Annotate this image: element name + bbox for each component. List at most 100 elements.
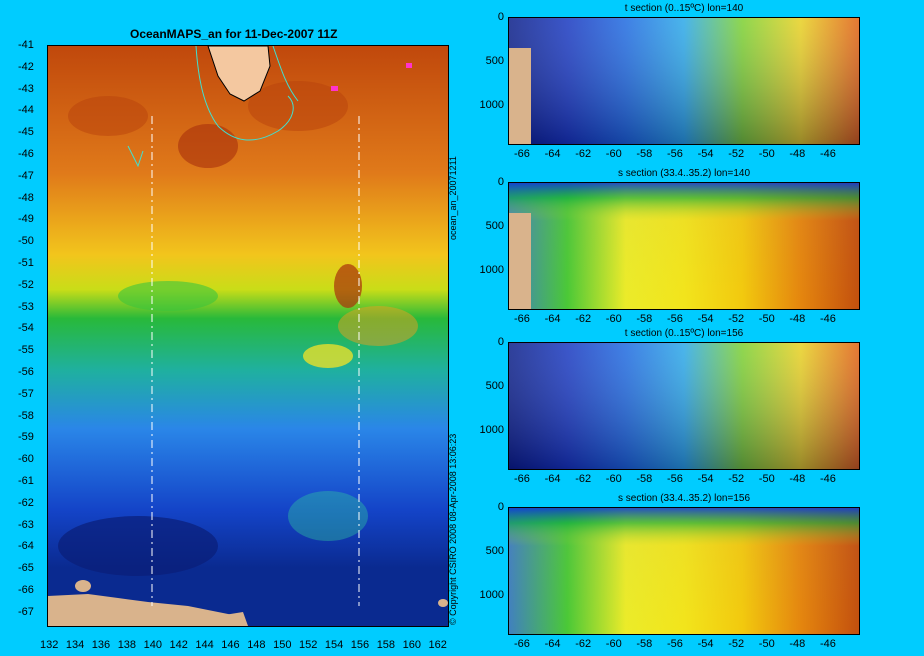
lat-tick-label: -61	[18, 475, 34, 487]
map-title: OceanMAPS_an for 11-Dec-2007 11Z	[130, 27, 338, 41]
map-plot[interactable]	[47, 45, 449, 627]
lon-tick-label: 138	[117, 639, 137, 651]
lat-section-tick-label: -66	[514, 638, 530, 650]
lat-section-tick-label: -46	[820, 473, 836, 485]
lat-tick-label: -65	[18, 562, 34, 575]
section-plot[interactable]	[508, 342, 860, 470]
lat-section-tick-label: -56	[667, 313, 683, 325]
lat-section-tick-label: -66	[514, 313, 530, 325]
lat-tick-label: -42	[18, 60, 34, 73]
depth-tick-label: 0	[497, 176, 504, 188]
lat-tick-label: -43	[18, 82, 34, 95]
lat-tick-label: -46	[18, 148, 34, 160]
lat-section-tick-label: -50	[758, 313, 775, 325]
lon-tick-label: 148	[247, 639, 266, 651]
lat-section-tick-label: -48	[789, 148, 806, 160]
section-title: s section (33.4..35.2) lon=156	[617, 493, 751, 504]
lat-section-tick-label: -50	[758, 148, 775, 160]
lat-section-tick-label: -48	[789, 313, 806, 325]
depth-tick-label: 500	[485, 380, 504, 392]
lat-section-tick-label: -58	[636, 313, 653, 325]
lat-tick-label: -57	[18, 387, 34, 400]
section-plot[interactable]	[508, 182, 860, 310]
lat-section-tick-label: -60	[605, 148, 622, 160]
sst-map-canvas	[48, 46, 448, 626]
lat-tick-label: -55	[18, 344, 34, 357]
depth-tick-label: 1000	[479, 589, 504, 601]
section-title: t section (0..15ºC) lon=156	[624, 328, 744, 339]
depth-tick-label: 0	[497, 11, 504, 23]
depth-tick-label: 0	[497, 336, 504, 348]
lat-section-tick-label: -62	[575, 148, 592, 160]
lat-tick-label: -60	[18, 453, 34, 466]
lat-section-tick-label: -50	[758, 638, 775, 650]
lon-tick-label: 144	[195, 639, 214, 651]
lat-section-tick-label: -46	[820, 148, 836, 160]
lat-section-tick-label: -56	[667, 638, 683, 650]
lat-section-tick-label: -58	[636, 473, 653, 485]
lat-tick-label: -44	[18, 104, 34, 117]
lat-section-tick-label: -52	[728, 313, 745, 325]
depth-tick-label: 500	[485, 545, 504, 557]
lat-section-tick-label: -58	[636, 148, 653, 160]
lat-tick-label: -52	[18, 278, 34, 291]
depth-tick-label: 500	[485, 220, 504, 232]
lat-section-tick-label: -62	[575, 638, 592, 650]
lat-section-tick-label: -66	[514, 148, 530, 160]
copyright-label: © Copyright CSIRO 2008 08-Apr-2008 13:06…	[448, 433, 458, 625]
lat-section-tick-label: -58	[636, 638, 653, 650]
lat-tick-label: -58	[18, 409, 34, 422]
lat-section-tick-label: -56	[667, 473, 683, 485]
lat-section-tick-label: -60	[605, 473, 622, 485]
lon-tick-label: 140	[143, 639, 162, 651]
lat-tick-label: -41	[18, 39, 34, 51]
lat-section-tick-label: -54	[697, 473, 714, 485]
lat-section-tick-label: -46	[820, 638, 836, 650]
depth-tick-label: 500	[485, 55, 504, 67]
lat-section-tick-label: -64	[544, 473, 561, 485]
lat-tick-label: -53	[18, 300, 34, 313]
lat-section-tick-label: -64	[544, 313, 561, 325]
lat-section-tick-label: -48	[789, 473, 806, 485]
section-plot[interactable]	[508, 507, 860, 635]
lat-tick-label: -45	[18, 126, 34, 139]
lon-tick-label: 152	[299, 639, 318, 651]
lon-tick-label: 136	[91, 639, 111, 651]
section-canvas	[509, 508, 859, 634]
lat-tick-label: -48	[18, 191, 34, 204]
lat-section-tick-label: -60	[605, 638, 622, 650]
lon-tick-label: 150	[273, 639, 292, 651]
section-title: t section (0..15ºC) lon=140	[624, 3, 744, 14]
lat-section-tick-label: -62	[575, 313, 592, 325]
lon-tick-label: 158	[376, 639, 396, 651]
depth-tick-label: 0	[497, 501, 504, 513]
lat-tick-label: -56	[18, 366, 34, 378]
lon-tick-label: 142	[169, 639, 188, 651]
section-canvas	[509, 343, 859, 469]
section-canvas	[509, 18, 859, 144]
lon-tick-label: 132	[40, 639, 59, 651]
lat-tick-label: -66	[18, 584, 34, 596]
lon-tick-label: 134	[65, 639, 85, 651]
lat-section-tick-label: -50	[758, 473, 775, 485]
lat-section-tick-label: -54	[697, 638, 714, 650]
lat-tick-label: -67	[18, 605, 34, 618]
section-canvas	[509, 183, 859, 309]
depth-tick-label: 1000	[479, 424, 504, 436]
lon-tick-label: 162	[428, 639, 447, 651]
lat-tick-label: -63	[18, 518, 34, 531]
lat-section-tick-label: -62	[575, 473, 592, 485]
lat-section-tick-label: -56	[667, 148, 683, 160]
lat-section-tick-label: -64	[544, 638, 561, 650]
lat-tick-label: -64	[18, 540, 34, 553]
lon-tick-label: 154	[324, 639, 344, 651]
file-label: ocean_an_20071211	[448, 156, 458, 240]
lat-section-tick-label: -54	[697, 313, 714, 325]
lat-tick-label: -62	[18, 496, 34, 509]
section-plot[interactable]	[508, 17, 860, 145]
lat-section-tick-label: -66	[514, 473, 530, 485]
lat-section-tick-label: -46	[820, 313, 836, 325]
lat-section-tick-label: -52	[728, 473, 745, 485]
lon-tick-label: 156	[350, 639, 370, 651]
lat-section-tick-label: -64	[544, 148, 561, 160]
